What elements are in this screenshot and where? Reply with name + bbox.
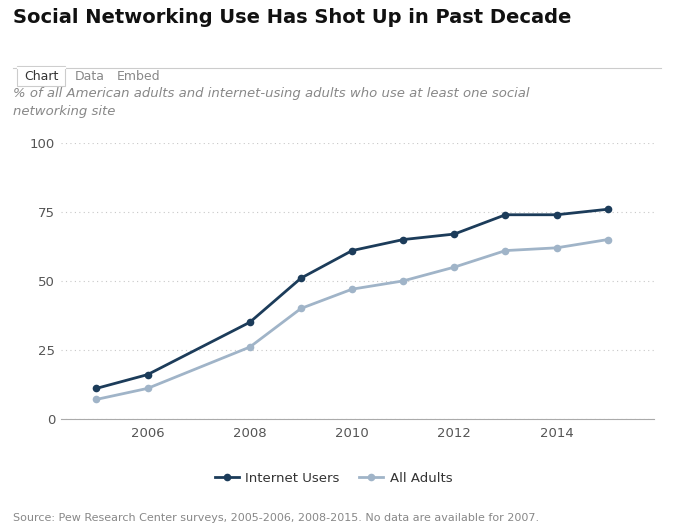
- Text: Source: Pew Research Center surveys, 2005-2006, 2008-2015. No data are available: Source: Pew Research Center surveys, 200…: [13, 513, 540, 523]
- Text: Data: Data: [75, 70, 104, 83]
- Text: Social Networking Use Has Shot Up in Past Decade: Social Networking Use Has Shot Up in Pas…: [13, 8, 572, 27]
- Legend: Internet Users, All Adults: Internet Users, All Adults: [210, 466, 458, 490]
- Text: % of all American adults and internet-using adults who use at least one social
n: % of all American adults and internet-us…: [13, 87, 530, 118]
- Text: Embed: Embed: [117, 70, 160, 83]
- Text: Chart: Chart: [24, 70, 59, 83]
